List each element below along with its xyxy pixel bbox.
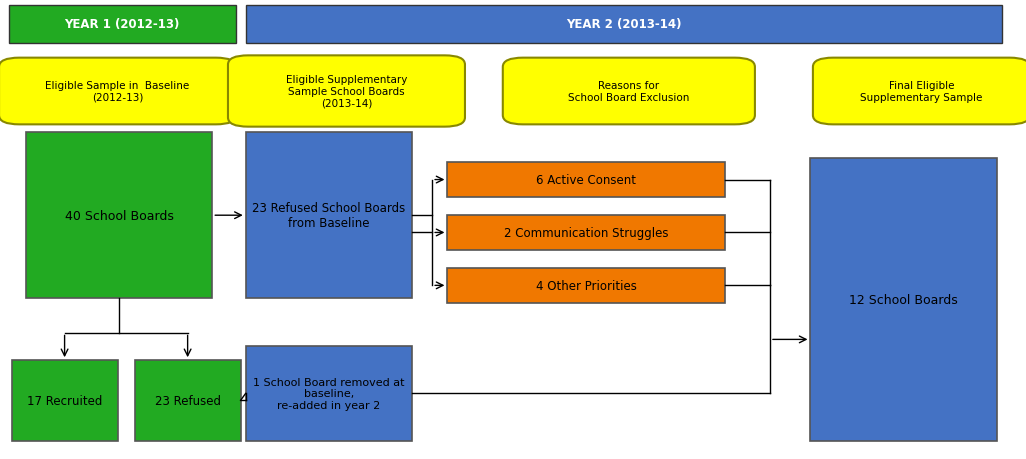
Text: 40 School Boards: 40 School Boards <box>65 209 173 222</box>
Text: 1 School Board removed at
baseline,
re-added in year 2: 1 School Board removed at baseline, re-a… <box>253 377 404 410</box>
FancyBboxPatch shape <box>447 216 724 250</box>
FancyBboxPatch shape <box>228 56 465 128</box>
FancyBboxPatch shape <box>134 360 240 441</box>
Text: Eligible Supplementary
Sample School Boards
(2013-14): Eligible Supplementary Sample School Boa… <box>286 75 407 108</box>
FancyBboxPatch shape <box>245 6 1002 44</box>
Text: Reasons for
School Board Exclusion: Reasons for School Board Exclusion <box>568 81 689 102</box>
FancyBboxPatch shape <box>447 163 724 197</box>
FancyBboxPatch shape <box>11 360 118 441</box>
FancyBboxPatch shape <box>26 133 212 298</box>
Text: 2 Communication Struggles: 2 Communication Struggles <box>504 226 668 240</box>
FancyBboxPatch shape <box>447 269 724 303</box>
Text: YEAR 2 (2013-14): YEAR 2 (2013-14) <box>566 18 681 31</box>
Text: Eligible Sample in  Baseline
(2012-13): Eligible Sample in Baseline (2012-13) <box>45 81 190 102</box>
FancyBboxPatch shape <box>813 59 1026 125</box>
Text: Final Eligible
Supplementary Sample: Final Eligible Supplementary Sample <box>860 81 983 102</box>
Text: 6 Active Consent: 6 Active Consent <box>536 174 636 187</box>
FancyBboxPatch shape <box>8 6 236 44</box>
FancyBboxPatch shape <box>503 59 755 125</box>
Text: 23 Refused: 23 Refused <box>155 394 221 407</box>
FancyBboxPatch shape <box>245 347 412 441</box>
FancyBboxPatch shape <box>0 59 236 125</box>
Text: 4 Other Priorities: 4 Other Priorities <box>536 279 636 292</box>
Text: 12 School Boards: 12 School Boards <box>850 293 958 306</box>
FancyBboxPatch shape <box>245 133 412 298</box>
Text: 17 Recruited: 17 Recruited <box>27 394 103 407</box>
Text: 23 Refused School Boards
from Baseline: 23 Refused School Boards from Baseline <box>252 202 405 230</box>
FancyBboxPatch shape <box>811 158 997 441</box>
Text: YEAR 1 (2012-13): YEAR 1 (2012-13) <box>65 18 180 31</box>
